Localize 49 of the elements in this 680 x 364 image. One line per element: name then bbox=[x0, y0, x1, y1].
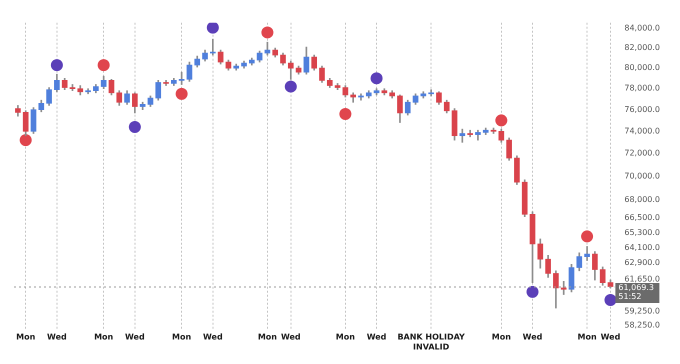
x-tick-label: Mon bbox=[172, 332, 192, 342]
y-tick-label: 72,000.0 bbox=[624, 148, 660, 158]
x-tick-label: Wed bbox=[600, 332, 621, 342]
point bbox=[50, 59, 63, 72]
point bbox=[495, 114, 508, 126]
point bbox=[128, 120, 141, 133]
y-tick-label: 59,250.0 bbox=[624, 306, 660, 316]
point bbox=[604, 294, 616, 306]
y-tick-label: 66,500.0 bbox=[624, 213, 660, 222]
point bbox=[20, 134, 32, 146]
y-tick-label: 70,000.0 bbox=[624, 171, 660, 180]
y-tick-label: 58,250.0 bbox=[624, 320, 660, 330]
point bbox=[206, 22, 219, 34]
point bbox=[526, 286, 539, 298]
text: 51:52 bbox=[618, 292, 642, 302]
candlestick bbox=[490, 128, 496, 134]
point bbox=[98, 59, 110, 72]
y-tick-label: 84,000.0 bbox=[624, 24, 660, 33]
x-tick-label: Wed bbox=[522, 332, 543, 342]
x-tick-label: Wed bbox=[202, 332, 223, 342]
y-tick-label: 74,000.0 bbox=[624, 126, 660, 136]
x-tick-label: BANK HOLIDAY INVALID bbox=[397, 332, 466, 352]
y-tick-label: 61,650.0 bbox=[624, 274, 660, 284]
x-tick-label: Wed bbox=[366, 332, 387, 342]
point bbox=[176, 88, 188, 100]
point bbox=[339, 108, 352, 120]
y-tick-label: 62,900.0 bbox=[624, 258, 660, 268]
x-tick-label: Mon bbox=[94, 332, 114, 342]
candlestick bbox=[70, 84, 76, 92]
y-tick-label: 80,000.0 bbox=[624, 63, 660, 72]
x-tick-label: Mon bbox=[578, 332, 597, 342]
y-tick-label: 65,300.0 bbox=[624, 228, 660, 237]
y-tick-label: 78,000.0 bbox=[624, 84, 660, 93]
point bbox=[370, 72, 383, 84]
x-tick-label: Wed bbox=[125, 332, 145, 342]
x-tick-label: Mon bbox=[492, 332, 512, 342]
point bbox=[284, 80, 297, 93]
x-tick-label: Wed bbox=[47, 332, 67, 342]
x-tick-label: Mon bbox=[336, 332, 356, 342]
y-tick-label: 64,100.0 bbox=[624, 242, 660, 252]
point bbox=[261, 26, 274, 38]
y-tick-label: 68,000.0 bbox=[624, 194, 660, 204]
y-tick-label: 82,000.0 bbox=[624, 43, 660, 52]
x-tick-label: Mon bbox=[258, 332, 278, 342]
ref-line-label: 61,069.3 bbox=[618, 283, 654, 292]
point bbox=[581, 230, 594, 242]
x-tick-label: Mon bbox=[16, 332, 36, 342]
x-tick-label: Wed bbox=[280, 332, 301, 342]
y-tick-label: 76,000.0 bbox=[624, 104, 660, 114]
